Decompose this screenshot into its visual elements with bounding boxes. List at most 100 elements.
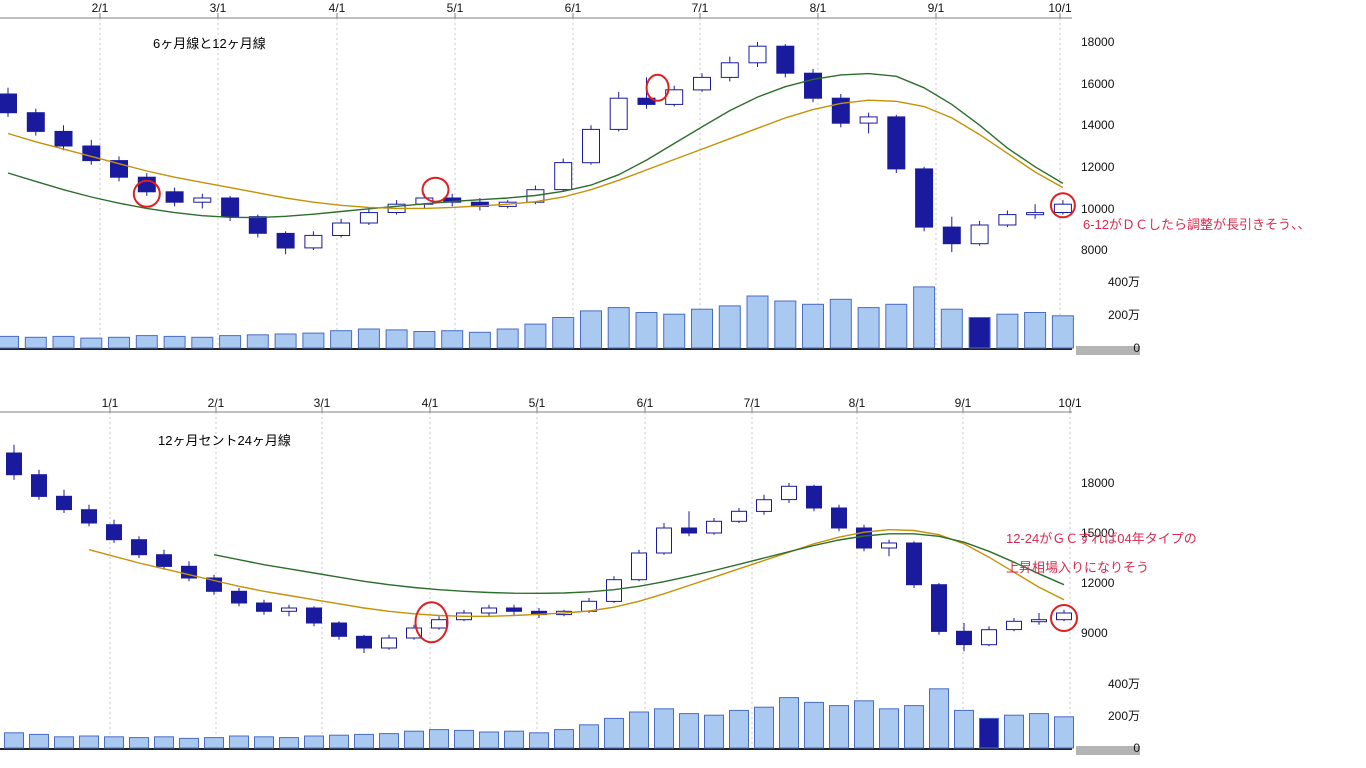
x-axis-label: 6/1: [564, 1, 582, 15]
chart-panel-top: [0, 13, 1140, 355]
y-axis-label: 12000: [1081, 160, 1115, 174]
x-axis-label: 5/1: [528, 396, 546, 410]
candle-body: [831, 507, 847, 529]
volume-bar: [779, 697, 799, 749]
volume-bar: [885, 303, 908, 349]
volume-bar: [704, 714, 724, 749]
volume-bar: [679, 713, 699, 749]
candle-body: [165, 191, 184, 203]
volume-axis-label: 400万: [1107, 677, 1140, 691]
volume-bar: [191, 336, 214, 349]
y-axis-label: 8000: [1081, 243, 1108, 257]
volume-bar: [729, 709, 749, 749]
candle-body: [776, 45, 795, 74]
volume-bar: [654, 708, 674, 749]
volume-bar: [879, 708, 899, 749]
candle-body: [1006, 620, 1022, 631]
chart-title: 12ヶ月セント24ヶ月線: [158, 433, 291, 448]
x-axis-label: 9/1: [927, 1, 945, 15]
candle-body: [1056, 612, 1072, 621]
x-axis-label: 9/1: [954, 396, 972, 410]
volume-bar: [968, 317, 991, 349]
volume-bar: [580, 310, 602, 349]
candle-body: [156, 554, 172, 567]
volume-axis-label: 200万: [1107, 709, 1140, 723]
volume-bar: [979, 717, 999, 749]
volume-bar: [754, 706, 774, 749]
x-axis-label: 5/1: [446, 1, 464, 15]
volume-bar: [954, 709, 974, 749]
volume-bar: [854, 700, 874, 749]
volume-bar: [718, 305, 741, 349]
y-axis-label: 18000: [1081, 35, 1115, 49]
volume-bar: [254, 736, 274, 749]
volume-bar: [691, 308, 713, 349]
candle-body: [181, 565, 197, 579]
volume-bar: [479, 731, 499, 749]
volume-bar: [774, 300, 797, 349]
candle-body: [881, 542, 897, 549]
x-axis-label: 8/1: [809, 1, 827, 15]
volume-bar: [29, 733, 49, 749]
annotation-circle: [645, 73, 670, 102]
ma-line-long: [7, 99, 1064, 210]
x-axis-label: 3/1: [209, 1, 227, 15]
chart-title: 6ヶ月線と12ヶ月線: [153, 36, 266, 51]
x-axis-label: 8/1: [848, 396, 866, 410]
volume-bar: [468, 331, 491, 349]
candle-body: [331, 622, 347, 637]
volume-bar: [1054, 716, 1074, 749]
volume-bar: [913, 286, 936, 349]
x-axis-label: 2/1: [91, 1, 109, 15]
candle-body: [554, 162, 573, 191]
volume-bar: [54, 736, 74, 749]
volume-bar: [404, 730, 424, 749]
candle-body: [332, 222, 351, 236]
candle-body: [915, 168, 934, 228]
volume-bar: [246, 334, 269, 349]
candle-body: [748, 45, 767, 64]
volume-bar: [163, 335, 186, 349]
volume-bar: [604, 717, 624, 749]
scrollbar-thumb[interactable]: [1076, 346, 1140, 355]
volume-bar: [454, 729, 474, 749]
volume-bar: [829, 298, 852, 349]
y-axis-label: 16000: [1081, 77, 1115, 91]
volume-bar: [629, 711, 649, 749]
candle-body: [806, 485, 822, 509]
candle-body: [1053, 203, 1072, 213]
y-axis-label: 9000: [1081, 626, 1108, 640]
x-axis-label: 7/1: [743, 396, 761, 410]
volume-bar: [996, 313, 1019, 349]
candle-body: [1026, 212, 1045, 216]
volume-bar: [330, 330, 353, 349]
annotation-text: 6-12がＤＣしたら調整が長引きそう、、: [1083, 217, 1311, 232]
volume-bar: [504, 730, 524, 749]
volume-bar: [385, 329, 408, 349]
volume-bar: [80, 337, 103, 349]
volume-bar: [135, 335, 158, 349]
candle-body: [406, 627, 422, 639]
chart-panel-bottom: [0, 407, 1140, 755]
candle-body: [981, 629, 997, 646]
scrollbar-thumb[interactable]: [1076, 746, 1140, 755]
volume-bar: [1024, 312, 1047, 349]
annotation-circle: [414, 601, 449, 644]
candle-body: [942, 226, 961, 245]
x-axis-label: 6/1: [636, 396, 654, 410]
volume-bar: [1029, 713, 1049, 749]
candle-body: [906, 542, 922, 586]
volume-bar: [179, 737, 199, 749]
x-axis-label: 7/1: [691, 1, 709, 15]
volume-bar: [441, 330, 464, 349]
annotation-circle: [132, 179, 161, 208]
annotation-circle: [1049, 192, 1076, 219]
volume-bar: [496, 328, 519, 349]
volume-bar: [529, 732, 549, 749]
x-axis-label: 10/1: [1048, 1, 1072, 15]
volume-bar: [829, 705, 849, 749]
candle-body: [931, 584, 947, 632]
candle-body: [276, 232, 295, 249]
candle-body: [356, 635, 372, 649]
